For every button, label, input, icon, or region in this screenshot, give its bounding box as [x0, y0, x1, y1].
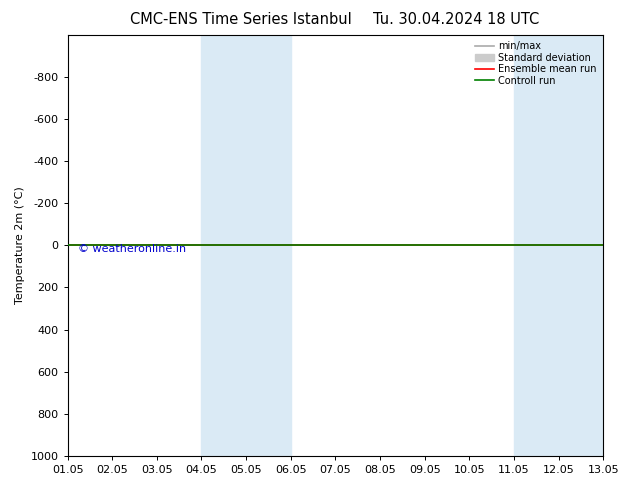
Bar	[514, 35, 603, 456]
Text: Tu. 30.04.2024 18 UTC: Tu. 30.04.2024 18 UTC	[373, 12, 540, 27]
Legend: min/max, Standard deviation, Ensemble mean run, Controll run: min/max, Standard deviation, Ensemble me…	[472, 40, 598, 88]
Text: CMC-ENS Time Series Istanbul: CMC-ENS Time Series Istanbul	[130, 12, 352, 27]
Text: © weatheronline.in: © weatheronline.in	[78, 245, 186, 254]
Y-axis label: Temperature 2m (°C): Temperature 2m (°C)	[15, 186, 25, 304]
Bar	[202, 35, 291, 456]
